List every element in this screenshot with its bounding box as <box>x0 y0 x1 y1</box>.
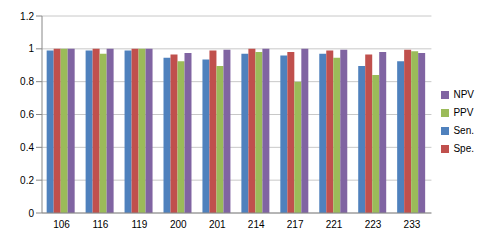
svg-text:0.4: 0.4 <box>20 142 34 153</box>
svg-text:217: 217 <box>287 219 304 230</box>
html-text:PPV: PPV <box>453 106 474 118</box>
html-text:Sen.: Sen. <box>453 124 474 136</box>
svg-text:201: 201 <box>209 219 226 230</box>
svg-text:106: 106 <box>53 219 70 230</box>
svg-text:0.6: 0.6 <box>20 109 34 120</box>
svg-text:221: 221 <box>326 219 343 230</box>
html-text:NPV: NPV <box>453 88 474 100</box>
svg-text:116: 116 <box>92 219 108 230</box>
svg-text:1.2: 1.2 <box>20 11 34 22</box>
svg-text:1: 1 <box>28 43 34 54</box>
svg-text:223: 223 <box>365 219 382 230</box>
html-text:Spe.: Spe. <box>453 142 474 154</box>
svg-text:214: 214 <box>248 219 265 230</box>
svg-text:200: 200 <box>170 219 187 230</box>
svg-text:0.2: 0.2 <box>20 175 34 186</box>
svg-text:0.8: 0.8 <box>20 76 34 87</box>
svg-text:0: 0 <box>28 208 34 219</box>
svg-text:119: 119 <box>131 219 147 230</box>
svg-text:233: 233 <box>404 219 421 230</box>
